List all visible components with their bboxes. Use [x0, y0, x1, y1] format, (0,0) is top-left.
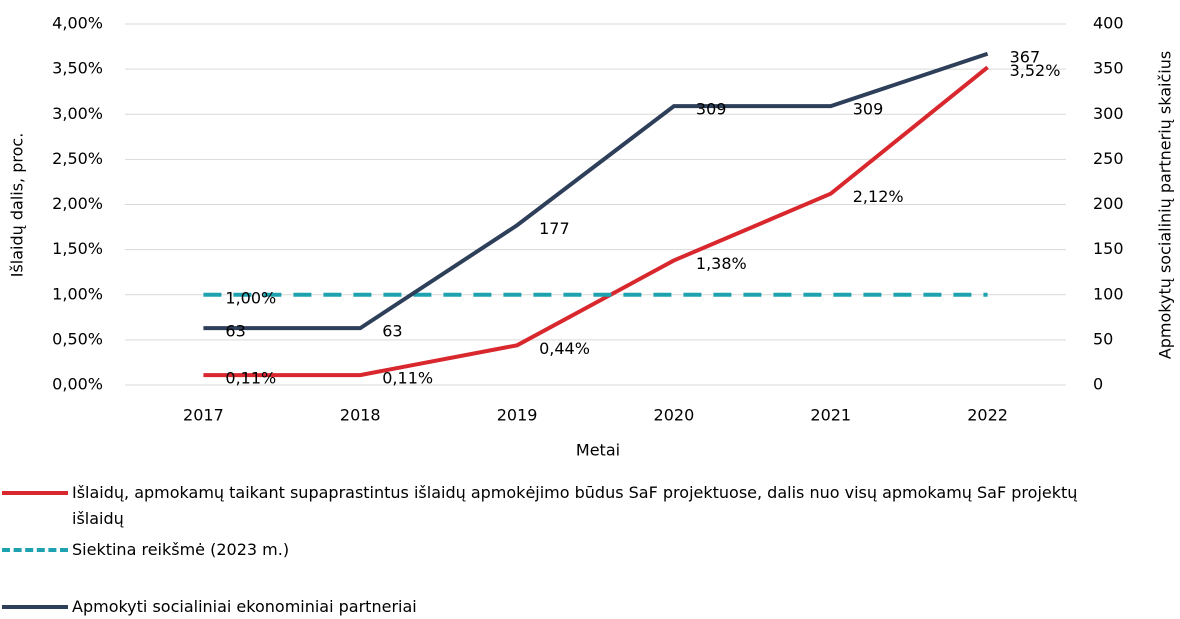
- x-tick-label: 2018: [340, 406, 381, 425]
- data-label: 309: [853, 100, 884, 119]
- data-label: 63: [382, 322, 402, 341]
- data-label: 0,44%: [539, 339, 590, 358]
- y-tick-label: 1,50%: [52, 239, 103, 258]
- series-line: [203, 51, 989, 331]
- legend-swatch: [2, 548, 68, 552]
- y2-tick-label: 350: [1093, 59, 1124, 78]
- x-axis-title: Metai: [576, 441, 620, 460]
- data-label: 0,11%: [225, 369, 276, 388]
- data-label: 63: [225, 322, 245, 341]
- y-tick-label: 2,00%: [52, 194, 103, 213]
- y-tick-label: 4,00%: [52, 14, 103, 33]
- legend-label: Išlaidų, apmokamų taikant supaprastintus…: [72, 483, 1078, 528]
- legend-swatch: [2, 491, 68, 495]
- data-label: 2,12%: [853, 187, 904, 206]
- y2-tick-label: 250: [1093, 149, 1124, 168]
- y2-tick-label: 100: [1093, 284, 1124, 303]
- y2-tick-label: 200: [1093, 194, 1124, 213]
- x-tick-label: 2021: [810, 406, 851, 425]
- y2-tick-label: 0: [1093, 375, 1103, 394]
- data-label: 177: [539, 219, 570, 238]
- y2-tick-label: 300: [1093, 104, 1124, 123]
- y2-tick-label: 150: [1093, 239, 1124, 258]
- data-label: 1,38%: [696, 254, 747, 273]
- y-tick-label: 2,50%: [52, 149, 103, 168]
- data-label: 1,00%: [225, 288, 276, 307]
- data-label: 3,52%: [1010, 61, 1061, 80]
- x-tick-label: 2020: [654, 406, 695, 425]
- chart: Metai Išlaidų dalis, proc. Apmokytų soci…: [8, 14, 1175, 460]
- x-tick-label: 2017: [183, 406, 224, 425]
- y-tick-label: 0,50%: [52, 329, 103, 348]
- y-tick-label: 0,00%: [52, 375, 103, 394]
- y-tick-label: 1,00%: [52, 284, 103, 303]
- y-axis-title: Išlaidų dalis, proc.: [8, 133, 27, 278]
- series-line: [203, 65, 989, 378]
- data-label: 367: [1010, 47, 1041, 66]
- y2-tick-label: 50: [1093, 329, 1113, 348]
- legend-swatch: [2, 605, 68, 609]
- y2-tick-label: 400: [1093, 14, 1124, 33]
- data-label: 309: [696, 100, 727, 119]
- y-tick-label: 3,50%: [52, 59, 103, 78]
- x-tick-label: 2019: [497, 406, 538, 425]
- y2-axis-title: Apmokytų socialinių partnerių skaičius: [1156, 51, 1175, 359]
- data-label: 0,11%: [382, 369, 433, 388]
- x-tick-label: 2022: [967, 406, 1008, 425]
- legend-label: Siektina reikšmė (2023 m.): [72, 540, 290, 559]
- y-tick-label: 3,00%: [52, 104, 103, 123]
- legend-label: Apmokyti socialiniai ekonominiai partner…: [72, 597, 417, 616]
